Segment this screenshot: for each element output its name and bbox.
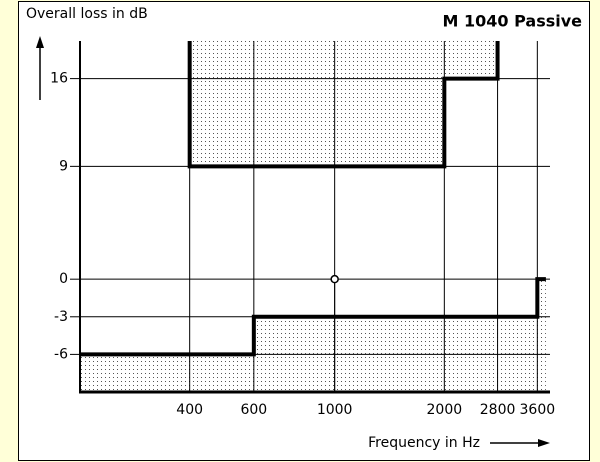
chart-title: M 1040 Passive bbox=[443, 12, 583, 31]
mask-line bbox=[187, 41, 500, 169]
marker-point bbox=[330, 274, 339, 284]
y-tick-label: 0 bbox=[59, 271, 68, 287]
y-tick-label: 16 bbox=[50, 71, 68, 87]
x-tick-label: 2000 bbox=[427, 402, 463, 418]
y-tick-label: 9 bbox=[59, 158, 68, 174]
x-axis-label: Frequency in Hz bbox=[368, 435, 480, 451]
fill-layer bbox=[80, 41, 546, 392]
y-tick-label: -6 bbox=[54, 346, 68, 362]
shaded-area bbox=[189, 41, 498, 167]
shaded-area bbox=[80, 279, 546, 392]
y-tick-label: -3 bbox=[54, 309, 68, 325]
mask-line bbox=[80, 277, 546, 357]
x-tick-label: 400 bbox=[176, 402, 203, 418]
x-arrowhead bbox=[538, 439, 550, 447]
x-tick-label: 2800 bbox=[480, 402, 516, 418]
x-tick-label: 3600 bbox=[520, 402, 556, 418]
main-layer: 16 9 0 -3 -6 400 600 1000 2000 2800 3600 bbox=[50, 41, 555, 418]
y-arrowhead bbox=[36, 36, 44, 48]
y-axis-label: Overall loss in dB bbox=[26, 6, 148, 22]
x-tick-label: 1000 bbox=[317, 402, 353, 418]
x-tick-label: 600 bbox=[240, 402, 267, 418]
